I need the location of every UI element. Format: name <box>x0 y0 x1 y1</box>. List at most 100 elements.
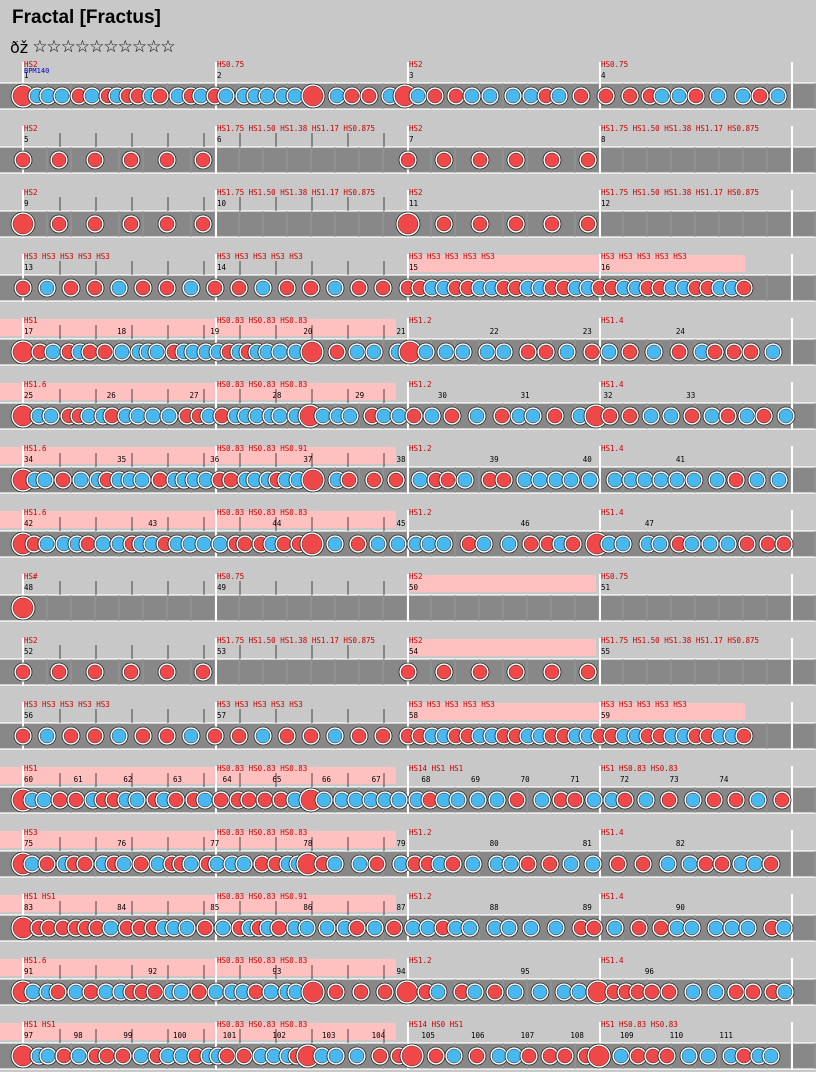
hs-label: HS0.83 HS0.83 HS0.83 <box>217 380 307 389</box>
don-note-inner <box>714 856 730 872</box>
don-note-inner <box>496 472 512 488</box>
scroll-speed-zone <box>410 575 596 592</box>
don-note-inner <box>448 88 464 104</box>
don-note-inner <box>12 597 34 619</box>
measure-number: 36 <box>210 455 220 464</box>
ka-note-inner <box>525 408 541 424</box>
ka-note-inner <box>548 472 564 488</box>
ka-note-inner <box>236 856 252 872</box>
don-note-inner <box>436 664 452 680</box>
measure-number: 13 <box>24 263 33 272</box>
don-note-inner <box>279 280 295 296</box>
hs-label: HS0.83 HS0.83 HS0.83 <box>217 764 307 773</box>
don-note-inner <box>237 536 253 552</box>
ka-note-inner <box>327 536 343 552</box>
measure-number: 76 <box>117 839 127 848</box>
hs-label: HS3 HS3 HS3 HS3 HS3 <box>601 252 687 261</box>
measure-number: 41 <box>676 455 685 464</box>
ka-note-inner <box>607 920 623 936</box>
measure-number: 56 <box>24 711 34 720</box>
don-note-inner <box>602 408 618 424</box>
ka-note-inner <box>686 472 702 488</box>
measure-number: 25 <box>24 391 33 400</box>
don-note-inner <box>698 856 714 872</box>
don-note-inner <box>736 280 752 296</box>
don-note-inner <box>706 792 722 808</box>
don-note-inner <box>195 152 211 168</box>
don-note-inner <box>15 280 31 296</box>
measure-number: 86 <box>303 903 313 912</box>
don-note-inner <box>472 216 488 232</box>
scroll-speed-zone <box>0 511 396 528</box>
don-note-inner <box>756 408 772 424</box>
ka-note-inner <box>420 920 436 936</box>
don-note-inner <box>396 981 418 1003</box>
don-note-inner <box>361 88 377 104</box>
difficulty-stars: ☆☆☆☆☆☆☆☆☆☆ <box>32 37 175 57</box>
measure-number: 100 <box>173 1031 187 1040</box>
hs-label: HS3 HS3 HS3 HS3 HS3 <box>409 700 495 709</box>
don-note-inner <box>63 728 79 744</box>
ka-note-inner <box>506 1048 522 1064</box>
don-note-inner <box>580 664 596 680</box>
don-note-inner <box>565 536 581 552</box>
don-note-inner <box>542 856 558 872</box>
measure-number: 89 <box>583 903 592 912</box>
ka-note-inner <box>740 920 756 936</box>
don-note-inner <box>557 1048 573 1064</box>
scroll-speed-zone <box>410 703 745 720</box>
don-note-inner <box>487 984 503 1000</box>
don-note-inner <box>12 341 34 363</box>
don-note-inner <box>168 792 184 808</box>
don-note-inner <box>63 280 79 296</box>
measure-number: 14 <box>217 263 227 272</box>
measure-number: 50 <box>409 583 419 592</box>
don-note-inner <box>760 536 776 552</box>
ka-note-inner <box>218 88 234 104</box>
ka-note-inner <box>523 88 539 104</box>
ka-note-inner <box>263 984 279 1000</box>
ka-note-inner <box>348 792 364 808</box>
ka-note-inner <box>129 792 145 808</box>
don-note-inner <box>350 536 366 552</box>
don-note-inner <box>302 469 324 491</box>
measure-number: 62 <box>123 775 132 784</box>
measure-number: 70 <box>521 775 531 784</box>
ka-note-inner <box>763 1048 779 1064</box>
measure-number: 101 <box>223 1031 237 1040</box>
hs-label: HS1.2 <box>409 892 432 901</box>
measure-number: 88 <box>490 903 500 912</box>
measure-number: 72 <box>620 775 629 784</box>
hs-label: HS2 <box>409 636 423 645</box>
ka-note-inner <box>532 472 548 488</box>
measure-number: 111 <box>719 1031 733 1040</box>
don-note-inner <box>520 856 536 872</box>
don-note-inner <box>428 1048 444 1064</box>
measure-number: 52 <box>24 647 33 656</box>
don-note-inner <box>397 213 419 235</box>
don-note-inner <box>472 152 488 168</box>
ka-note-inner <box>482 88 498 104</box>
ka-note-inner <box>671 88 687 104</box>
ka-note-inner <box>179 920 195 936</box>
hs-label: HS1 <box>24 764 38 773</box>
measure-number: 12 <box>601 199 610 208</box>
ka-note-inner <box>438 344 454 360</box>
ka-note-inner <box>505 88 521 104</box>
ka-note-inner <box>410 88 426 104</box>
don-note-inner <box>276 536 292 552</box>
hs-label: HS2 <box>24 60 38 69</box>
difficulty-icon: ðž <box>10 37 29 57</box>
ka-note-inner <box>84 88 100 104</box>
don-note-inner <box>580 152 596 168</box>
hs-label: HS1.75 HS1.50 HS1.38 HS1.17 HS0.875 <box>217 636 375 645</box>
ka-note-inner <box>287 88 303 104</box>
measure-number: 65 <box>272 775 281 784</box>
don-note-inner <box>400 664 416 680</box>
ka-note-inner <box>637 472 653 488</box>
hs-label: HS1.4 <box>601 892 624 901</box>
ka-note-inner <box>457 472 473 488</box>
don-note-inner <box>341 472 357 488</box>
ka-note-inner <box>418 344 434 360</box>
don-note-inner <box>15 728 31 744</box>
